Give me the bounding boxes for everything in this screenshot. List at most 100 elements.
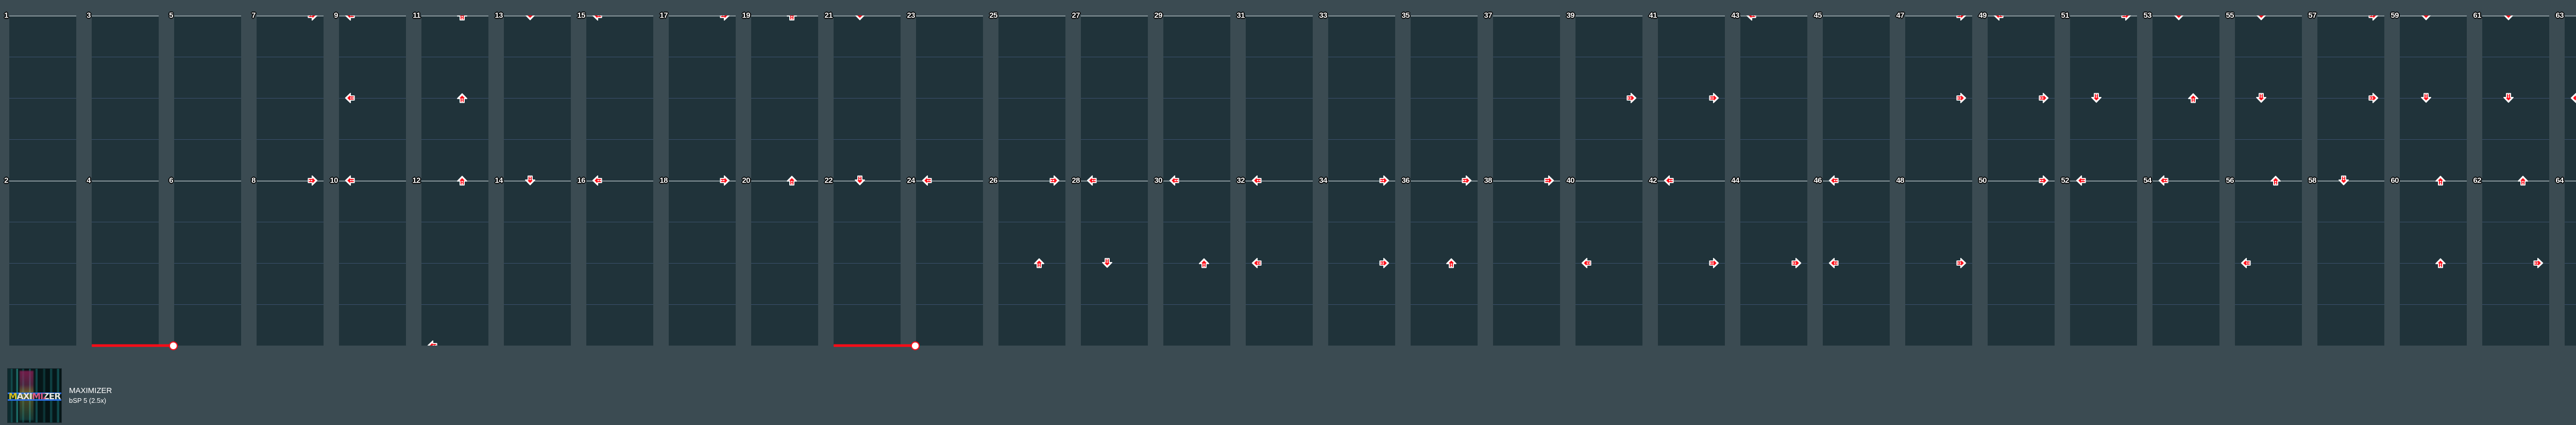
lane-grid xyxy=(2153,15,2219,346)
measure-column[interactable] xyxy=(751,15,818,346)
measure-number-label: 56 xyxy=(2226,176,2234,185)
beat-line xyxy=(2482,139,2549,140)
lane-grid xyxy=(1575,15,1642,346)
measure-number-label: 23 xyxy=(907,11,915,20)
measure-number-label: 19 xyxy=(742,11,750,20)
beat-line xyxy=(1988,98,2055,99)
measure-number-label: 15 xyxy=(577,11,585,20)
measure-column[interactable] xyxy=(1575,15,1642,346)
measure-column[interactable] xyxy=(92,15,159,346)
measure-column[interactable] xyxy=(1905,15,1972,346)
measure-number-label: 7 xyxy=(251,11,256,20)
playhead-progress-bar[interactable] xyxy=(92,341,178,350)
measure-column[interactable] xyxy=(2400,15,2467,346)
lane-grid xyxy=(1411,15,1478,346)
beat-line xyxy=(834,304,901,305)
measure-column[interactable] xyxy=(1163,15,1230,346)
beat-line xyxy=(1658,263,1725,264)
lane-grid xyxy=(9,15,76,346)
measure-line xyxy=(257,15,324,17)
measure-column[interactable] xyxy=(2482,15,2549,346)
beat-line xyxy=(2317,98,2384,99)
measure-number-label: 34 xyxy=(1319,176,1327,185)
beat-line xyxy=(586,98,653,99)
measure-number-label: 28 xyxy=(1072,176,1080,185)
measure-number-label: 6 xyxy=(169,176,173,185)
measure-column[interactable] xyxy=(1988,15,2055,346)
measure-line xyxy=(1988,181,2055,182)
measure-column[interactable] xyxy=(2565,15,2576,346)
beat-line xyxy=(1328,304,1395,305)
measure-column[interactable] xyxy=(339,15,406,346)
measure-column[interactable] xyxy=(2070,15,2137,346)
measure-column[interactable] xyxy=(834,15,901,346)
measure-column[interactable] xyxy=(2153,15,2219,346)
beat-line xyxy=(1740,139,1807,140)
measure-column[interactable] xyxy=(1411,15,1478,346)
stepchart-preview[interactable]: 1 2 3 4 5 6 7 8 9 10 11 12 13 14 15 16 17 18 19 20 21 22 23 24 2… xyxy=(0,0,2576,361)
lane-grid xyxy=(2482,15,2549,346)
beat-line xyxy=(586,304,653,305)
measure-number-label: 24 xyxy=(907,176,915,185)
measure-column[interactable] xyxy=(916,15,983,346)
beat-line xyxy=(1411,304,1478,305)
beat-line xyxy=(504,139,571,140)
measure-line xyxy=(2153,15,2219,17)
beat-line xyxy=(174,98,241,99)
beat-line xyxy=(1823,139,1890,140)
footer-bar: MAXIMIZER MAXIMIZER bSP 5 (2.5x) 三倍icecr… xyxy=(0,361,2576,425)
beat-line xyxy=(2153,304,2219,305)
measure-column[interactable] xyxy=(1493,15,1560,346)
measure-line xyxy=(998,15,1065,17)
lane-grid xyxy=(1988,15,2055,346)
measure-column[interactable] xyxy=(669,15,736,346)
measure-column[interactable] xyxy=(998,15,1065,346)
measure-column[interactable] xyxy=(257,15,324,346)
measure-column[interactable] xyxy=(1328,15,1395,346)
beat-line xyxy=(257,139,324,140)
measure-column[interactable] xyxy=(1658,15,1725,346)
measure-line xyxy=(2317,181,2384,182)
measure-number-label: 45 xyxy=(1814,11,1822,20)
measure-column[interactable] xyxy=(1246,15,1313,346)
measure-line xyxy=(257,181,324,182)
lane-grid xyxy=(1740,15,1807,346)
measure-number-label: 47 xyxy=(1896,11,1904,20)
beat-line xyxy=(2235,304,2302,305)
playhead-handle[interactable] xyxy=(169,341,178,350)
playhead-handle[interactable] xyxy=(911,341,920,350)
measure-column[interactable] xyxy=(2317,15,2384,346)
measure-column[interactable] xyxy=(9,15,76,346)
playhead-progress-bar[interactable] xyxy=(834,341,920,350)
measure-column[interactable] xyxy=(1081,15,1148,346)
measure-column[interactable] xyxy=(174,15,241,346)
measure-number-label: 48 xyxy=(1896,176,1904,185)
measure-column[interactable] xyxy=(1740,15,1807,346)
measure-column[interactable] xyxy=(1823,15,1890,346)
beat-line xyxy=(998,139,1065,140)
beat-line xyxy=(916,304,983,305)
beat-line xyxy=(2153,98,2219,99)
measure-line xyxy=(586,15,653,17)
beat-line xyxy=(1163,263,1230,264)
measure-line xyxy=(1823,181,1890,182)
beat-line xyxy=(504,304,571,305)
measure-column[interactable] xyxy=(586,15,653,346)
measure-number-label: 49 xyxy=(1978,11,1987,20)
measure-line xyxy=(2070,15,2137,17)
measure-line xyxy=(2235,15,2302,17)
beat-line xyxy=(2070,139,2137,140)
beat-line xyxy=(421,263,488,264)
measure-column[interactable] xyxy=(504,15,571,346)
beat-line xyxy=(669,263,736,264)
measure-column[interactable] xyxy=(2235,15,2302,346)
measure-line xyxy=(2235,181,2302,182)
song-info[interactable]: MAXIMIZER MAXIMIZER bSP 5 (2.5x) xyxy=(7,368,112,423)
measure-number-label: 63 xyxy=(2555,11,2564,20)
measure-number-label: 38 xyxy=(1484,176,1492,185)
beat-line xyxy=(1246,263,1313,264)
lane-grid xyxy=(257,15,324,346)
beat-line xyxy=(2400,139,2467,140)
beat-line xyxy=(2565,263,2576,264)
measure-column[interactable] xyxy=(421,15,488,346)
